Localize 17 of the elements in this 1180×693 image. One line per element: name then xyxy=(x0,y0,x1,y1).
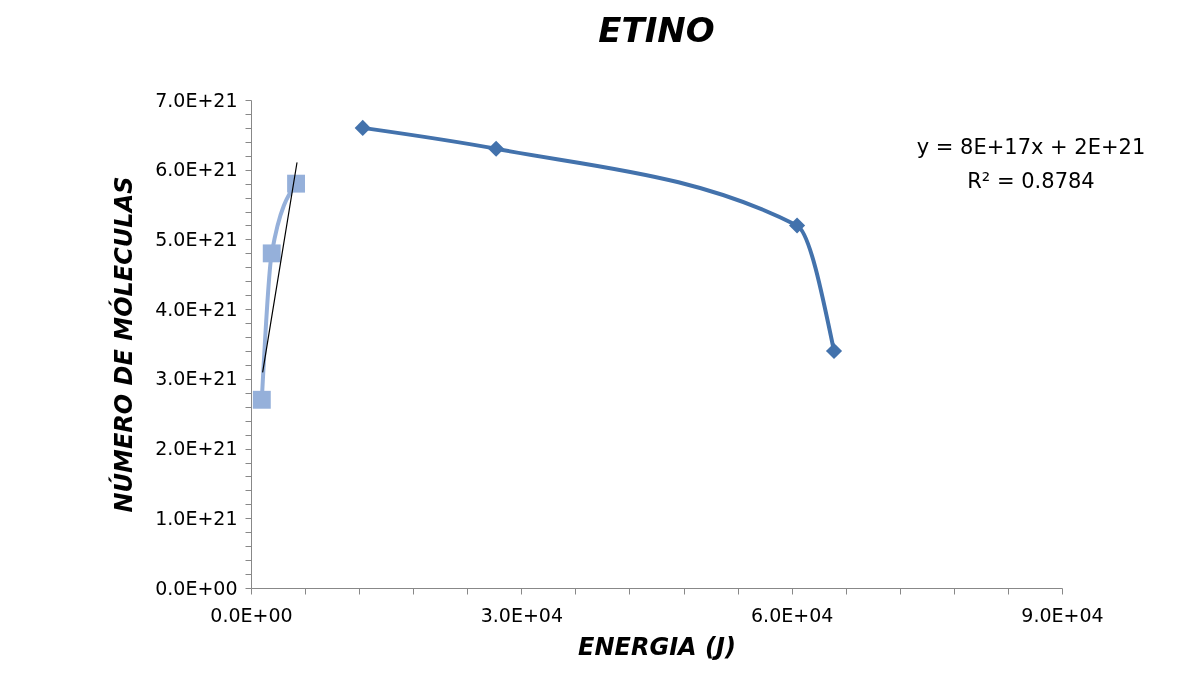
y-tick-label: 2.0E+21 xyxy=(155,437,238,460)
annotation: y = 8E+17x + 2E+21 xyxy=(916,135,1146,159)
y-tick-label: 7.0E+21 xyxy=(155,88,238,111)
x-tick-label: 6.0E+04 xyxy=(751,603,834,626)
y-tick-label: 3.0E+21 xyxy=(155,367,238,390)
x-tick-label: 9.0E+04 xyxy=(1021,603,1104,626)
x-tick-label: 3.0E+04 xyxy=(480,603,563,626)
x-tick-label: 0.0E+00 xyxy=(210,603,293,626)
y-tick-label: 0.0E+00 xyxy=(155,576,238,599)
y-tick-label: 1.0E+21 xyxy=(155,506,238,529)
annotation: R² = 0.8784 xyxy=(967,169,1095,193)
y-axis-title: NÚMERO DE MÓLECULAS xyxy=(108,176,139,513)
chart-title: ETINO xyxy=(598,10,715,50)
x-axis-title: ENERGIA (J) xyxy=(578,632,736,661)
y-tick-label: 4.0E+21 xyxy=(155,297,238,320)
y-tick-label: 6.0E+21 xyxy=(155,158,238,181)
y-tick-label: 5.0E+21 xyxy=(155,227,238,250)
